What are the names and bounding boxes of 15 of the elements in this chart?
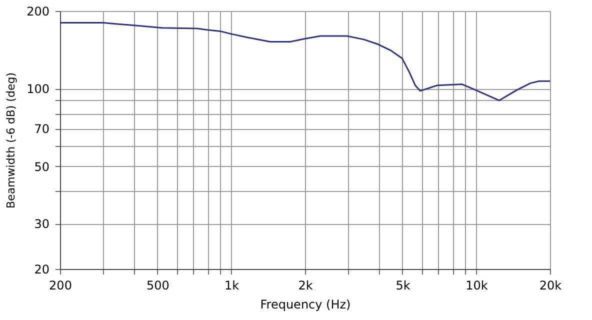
x-axis-title: Frequency (Hz) <box>260 298 351 312</box>
x-tick-label: 200 <box>49 278 72 292</box>
x-tick-label: 5k <box>396 278 410 292</box>
y-tick-label: 20 <box>34 262 50 276</box>
x-tick-label: 2k <box>298 278 313 292</box>
x-tick-label: 500 <box>146 278 170 292</box>
x-tick-label: 10k <box>466 278 488 292</box>
y-tick-label: 30 <box>34 217 50 232</box>
y-tick-label: 70 <box>34 122 50 136</box>
x-tick-label: 20k <box>539 278 562 292</box>
x-tick-label: 1k <box>224 278 240 292</box>
y-tick-label: 100 <box>26 82 50 96</box>
y-axis-title: Beamwidth (-6 dB) (deg) <box>4 72 18 208</box>
y-tick-label: 200 <box>26 4 50 18</box>
y-tick-label: 50 <box>34 160 50 174</box>
